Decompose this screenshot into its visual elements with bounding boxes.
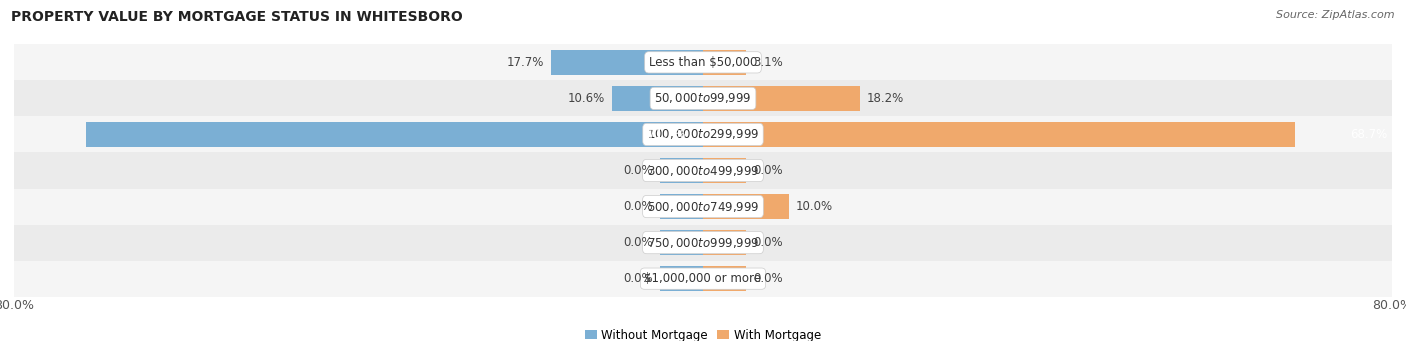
Bar [551, 50, 703, 75]
Bar [659, 266, 703, 291]
Bar [703, 194, 789, 219]
Bar [703, 266, 747, 291]
Bar [659, 230, 703, 255]
Text: $1,000,000 or more: $1,000,000 or more [644, 272, 762, 285]
Text: 10.6%: 10.6% [568, 92, 605, 105]
Bar [703, 86, 859, 111]
Text: Less than $50,000: Less than $50,000 [648, 56, 758, 69]
Text: 71.7%: 71.7% [648, 128, 686, 141]
Text: $750,000 to $999,999: $750,000 to $999,999 [647, 236, 759, 250]
Bar [612, 86, 703, 111]
Text: PROPERTY VALUE BY MORTGAGE STATUS IN WHITESBORO: PROPERTY VALUE BY MORTGAGE STATUS IN WHI… [11, 10, 463, 24]
Bar [703, 158, 747, 183]
Text: 17.7%: 17.7% [506, 56, 544, 69]
Text: $300,000 to $499,999: $300,000 to $499,999 [647, 163, 759, 178]
Bar [86, 122, 703, 147]
Bar [14, 261, 1392, 297]
Text: $500,000 to $749,999: $500,000 to $749,999 [647, 199, 759, 213]
Text: 68.7%: 68.7% [1350, 128, 1388, 141]
Text: 0.0%: 0.0% [623, 164, 652, 177]
Text: 0.0%: 0.0% [623, 272, 652, 285]
Bar [14, 116, 1392, 152]
Text: 0.0%: 0.0% [754, 236, 783, 249]
Bar [14, 44, 1392, 80]
Bar [14, 189, 1392, 225]
Legend: Without Mortgage, With Mortgage: Without Mortgage, With Mortgage [581, 324, 825, 341]
Text: $100,000 to $299,999: $100,000 to $299,999 [647, 128, 759, 142]
Text: 0.0%: 0.0% [754, 164, 783, 177]
Text: 18.2%: 18.2% [866, 92, 904, 105]
Bar [703, 230, 747, 255]
Text: $50,000 to $99,999: $50,000 to $99,999 [654, 91, 752, 105]
Text: 3.1%: 3.1% [754, 56, 783, 69]
Text: 10.0%: 10.0% [796, 200, 834, 213]
Text: 0.0%: 0.0% [623, 236, 652, 249]
Text: 0.0%: 0.0% [623, 200, 652, 213]
Text: Source: ZipAtlas.com: Source: ZipAtlas.com [1277, 10, 1395, 20]
Bar [14, 152, 1392, 189]
Text: 0.0%: 0.0% [754, 272, 783, 285]
Bar [14, 225, 1392, 261]
Bar [703, 122, 1295, 147]
Bar [14, 80, 1392, 116]
Bar [703, 50, 747, 75]
Bar [659, 194, 703, 219]
Bar [659, 158, 703, 183]
